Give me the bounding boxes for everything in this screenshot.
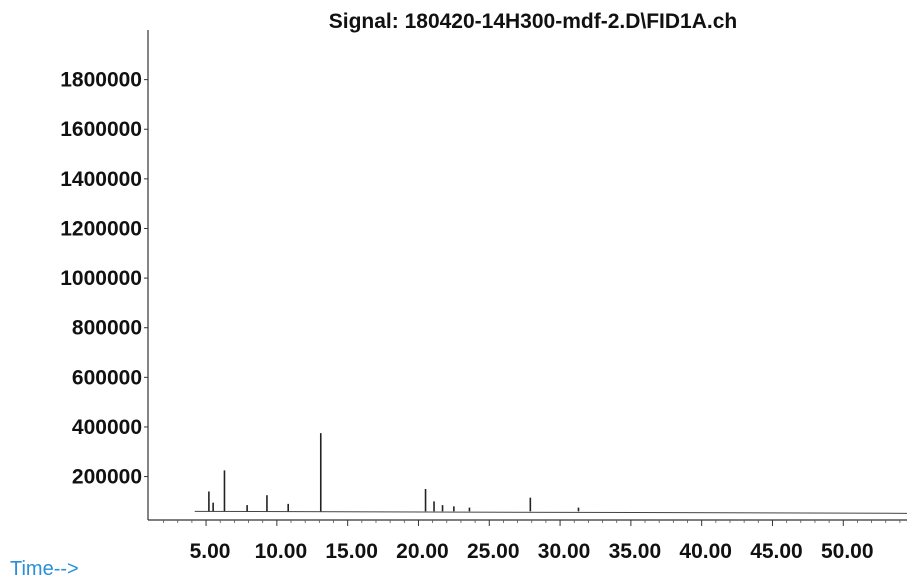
- y-tick-label: 800000: [72, 317, 142, 340]
- y-tick-label: 1800000: [60, 69, 142, 92]
- x-tick-label: 15.00: [325, 540, 378, 563]
- x-axis-label: Time-->: [10, 558, 79, 580]
- x-tick-label: 20.00: [396, 540, 449, 563]
- y-tick-label: 400000: [72, 416, 142, 439]
- y-tick-label: 1400000: [60, 168, 142, 191]
- x-tick-label: 40.00: [679, 540, 732, 563]
- x-tick-label: 50.00: [821, 540, 874, 563]
- x-tick-label: 10.00: [255, 540, 308, 563]
- y-tick-label: 600000: [72, 366, 142, 389]
- y-tick-label: 1600000: [60, 118, 142, 141]
- x-tick-label: 45.00: [750, 540, 803, 563]
- x-ticks: 5.00 10.00 15.00 20.00 25.00 30.00 35.00 40.00 4…: [190, 520, 874, 563]
- x-tick-label: 5.00: [190, 540, 231, 563]
- x-tick-label: 30.00: [538, 540, 591, 563]
- signal-trace: [194, 433, 907, 514]
- y-tick-label: 1000000: [60, 267, 142, 290]
- y-ticks: 200000 400000 600000 800000 1000000 1200000 14…: [60, 69, 148, 489]
- y-tick-label: 200000: [72, 466, 142, 489]
- x-minor-ticks: [163, 520, 901, 523]
- signal-baseline: [194, 510, 907, 514]
- x-tick-label: 35.00: [609, 540, 662, 563]
- chart-title: Signal: 180420-14H300-mdf-2.D\FID1A.ch: [329, 10, 737, 33]
- x-tick-label: 25.00: [467, 540, 520, 563]
- y-tick-label: 1200000: [60, 217, 142, 240]
